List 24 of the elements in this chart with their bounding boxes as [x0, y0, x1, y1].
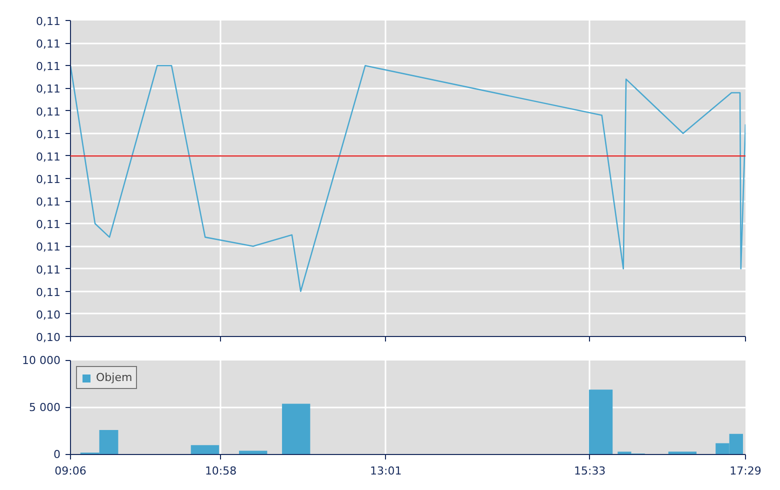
y-tick-label: 0,11 — [36, 82, 61, 96]
y-tick-label: 0 — [54, 448, 60, 461]
y-tick-label: 0,11 — [36, 150, 61, 164]
y-tick-label: 0,10 — [36, 308, 61, 322]
y-tick-label: 0,11 — [36, 173, 61, 186]
y-tick-label: 0,11 — [36, 105, 61, 118]
y-tick-label: 0,11 — [36, 38, 61, 51]
y-tick-label: 0,11 — [36, 263, 61, 276]
x-tick-label: 15:33 — [574, 464, 606, 478]
y-tick-label: 0,11 — [36, 128, 61, 141]
x-tick-label: 09:06 — [54, 464, 86, 478]
y-tick-label: 0,11 — [36, 196, 61, 209]
x-tick-label: 17:29 — [730, 464, 762, 478]
y-tick-label: 0,11 — [36, 286, 61, 299]
x-tick-label: 10:58 — [204, 464, 237, 478]
y-tick-label: 10 000 — [22, 354, 61, 367]
y-tick-label: 0,10 — [36, 331, 61, 344]
y-tick-label: 0,11 — [36, 60, 61, 74]
y-tick-label: 0,11 — [36, 240, 61, 254]
y-tick-label: 5 000 — [29, 401, 61, 414]
legend-label: Objem — [96, 371, 132, 384]
y-tick-label: 0,11 — [36, 15, 61, 28]
x-tick-label: 13:01 — [370, 464, 402, 478]
y-tick-label: 0,11 — [36, 218, 61, 232]
